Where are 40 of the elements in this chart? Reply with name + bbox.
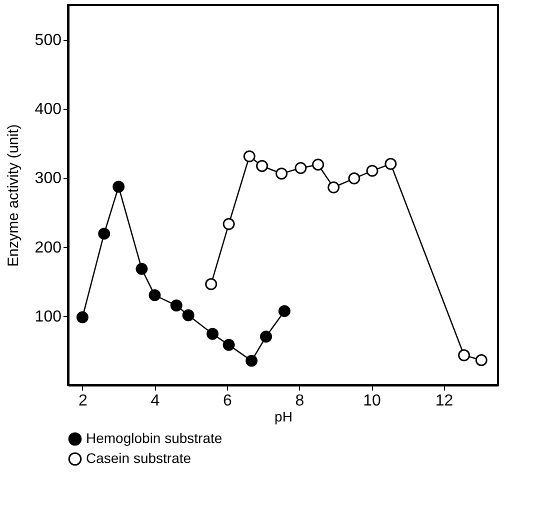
point: [328, 181, 340, 194]
y-tick-label: 400: [34, 101, 62, 118]
point: [98, 228, 110, 240]
point: [170, 300, 182, 312]
point: [222, 338, 235, 351]
x-axis-title: pH: [274, 408, 292, 424]
point: [260, 330, 272, 343]
y-tick-label: 500: [34, 32, 62, 50]
point: [276, 168, 288, 180]
legend-label: Casein substrate: [86, 450, 192, 466]
point: [136, 262, 148, 275]
point: [278, 305, 290, 318]
point: [246, 354, 258, 367]
point: [312, 158, 324, 171]
point: [76, 311, 88, 324]
point: [182, 309, 194, 322]
point: [148, 289, 161, 302]
point: [243, 150, 256, 162]
y-tick-label: 300: [34, 170, 62, 188]
x-tick-label: 8: [295, 392, 304, 410]
x-tick-label: 2: [78, 392, 88, 410]
legend-label: Hemoglobin substrate: [86, 430, 222, 446]
point: [206, 328, 219, 340]
y-tick-label: 100: [34, 308, 62, 326]
y-axis-title: Enzyme activity (unit): [4, 124, 22, 267]
point: [348, 172, 360, 184]
x-tick-label: 4: [150, 392, 160, 410]
x-tick-label: 12: [435, 392, 454, 410]
point: [384, 158, 397, 170]
point: [112, 180, 125, 193]
point: [294, 162, 307, 174]
y-tick-label: 200: [34, 239, 62, 256]
point: [475, 354, 488, 366]
point: [205, 278, 218, 290]
point: [366, 164, 378, 177]
point: [222, 218, 235, 230]
point: [256, 160, 268, 172]
point: [458, 349, 470, 362]
x-tick-label: 6: [223, 392, 232, 410]
x-tick-label: 10: [363, 392, 382, 410]
